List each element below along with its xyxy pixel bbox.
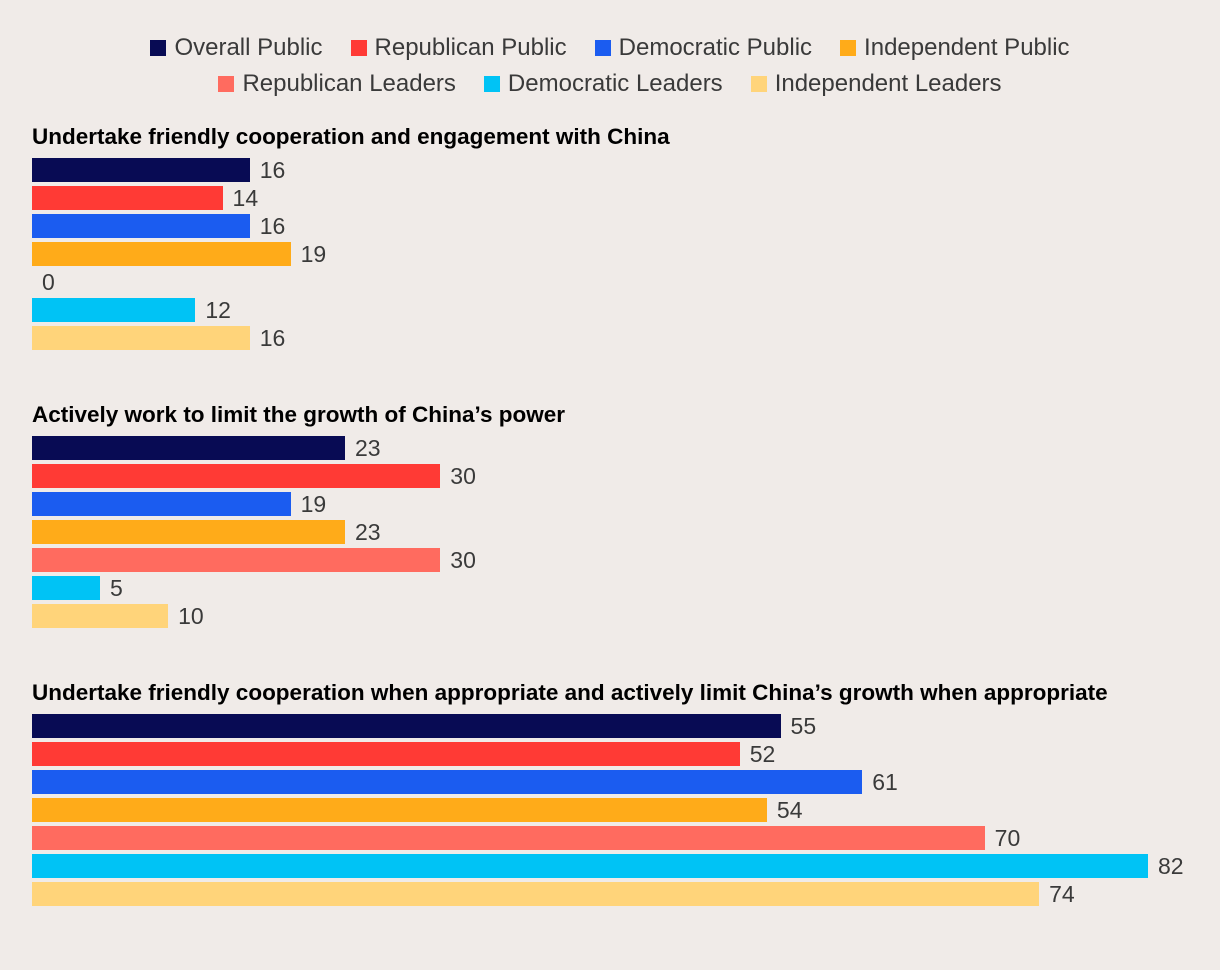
legend-item-republican-leaders: Republican Leaders <box>218 70 456 98</box>
data-label-independent-public: 54 <box>776 797 803 823</box>
bar-democratic-public <box>32 214 250 238</box>
legend-swatch-democratic-leaders <box>483 76 500 92</box>
legend-label-democratic-public: Democratic Public <box>618 34 813 61</box>
bar-democratic-leaders <box>32 854 1148 878</box>
panel-friendly-cooperation: Undertake friendly cooperation and engag… <box>32 122 1202 352</box>
bar-row-republican-public: 52 <box>32 740 1202 768</box>
data-label-democratic-leaders: 82 <box>1158 853 1184 879</box>
bar-republican-public <box>32 186 223 210</box>
legend-item-democratic-leaders: Democratic Leaders <box>483 70 723 98</box>
data-label-independent-public: 23 <box>355 519 381 545</box>
bar-row-democratic-leaders: 5 <box>32 574 1202 602</box>
bar-row-democratic-public: 19 <box>32 490 1202 518</box>
legend-swatch-overall-public <box>150 40 167 56</box>
bar-independent-leaders <box>32 604 169 628</box>
data-label-democratic-leaders: 5 <box>110 575 123 601</box>
bar-republican-public <box>32 742 740 766</box>
data-label-overall-public: 55 <box>790 713 817 739</box>
data-label-republican-public: 30 <box>450 463 476 489</box>
bar-row-independent-public: 54 <box>32 796 1202 824</box>
bar-row-independent-leaders: 74 <box>32 880 1202 908</box>
data-label-independent-leaders: 74 <box>1049 881 1075 907</box>
legend-label-overall-public: Overall Public <box>174 34 323 61</box>
bar-row-republican-public: 30 <box>32 462 1202 490</box>
data-label-independent-leaders: 10 <box>178 603 204 629</box>
bar-row-democratic-leaders: 82 <box>32 852 1202 880</box>
data-label-republican-public: 14 <box>232 185 259 211</box>
bar-row-democratic-public: 16 <box>32 212 1202 240</box>
data-label-democratic-public: 19 <box>300 491 327 517</box>
data-label-democratic-public: 16 <box>259 213 286 239</box>
bar-row-democratic-public: 61 <box>32 768 1202 796</box>
legend-swatch-republican-public <box>350 40 367 56</box>
bar-democratic-leaders <box>32 298 196 322</box>
data-label-overall-public: 23 <box>355 435 381 461</box>
bar-group: 55 52 61 54 70 82 74 <box>32 712 1202 908</box>
bar-row-overall-public: 55 <box>32 712 1202 740</box>
bar-overall-public <box>32 714 781 738</box>
bar-row-republican-leaders: 30 <box>32 546 1202 574</box>
bar-independent-leaders <box>32 882 1040 906</box>
bar-row-independent-leaders: 10 <box>32 602 1202 630</box>
bar-row-republican-public: 14 <box>32 184 1202 212</box>
legend-item-republican-public: Republican Public <box>350 34 567 62</box>
legend: Overall Public Republican Public Democra… <box>0 30 1220 102</box>
legend-label-republican-public: Republican Public <box>374 34 567 61</box>
bar-row-overall-public: 16 <box>32 156 1202 184</box>
legend-label-independent-public: Independent Public <box>864 34 1070 61</box>
legend-label-independent-leaders: Independent Leaders <box>774 70 1002 97</box>
bar-row-overall-public: 23 <box>32 434 1202 462</box>
bar-overall-public <box>32 436 346 460</box>
bar-independent-leaders <box>32 326 250 350</box>
bar-row-republican-leaders: 70 <box>32 824 1202 852</box>
panel-title: Actively work to limit the growth of Chi… <box>32 402 565 427</box>
bar-republican-public <box>32 464 441 488</box>
bar-democratic-public <box>32 492 291 516</box>
data-label-independent-leaders: 16 <box>259 325 286 351</box>
panel-title: Undertake friendly cooperation when appr… <box>32 680 1108 705</box>
bar-row-independent-public: 19 <box>32 240 1202 268</box>
bar-row-independent-leaders: 16 <box>32 324 1202 352</box>
legend-swatch-republican-leaders <box>218 76 235 92</box>
data-label-democratic-leaders: 12 <box>205 297 231 323</box>
data-label-democratic-public: 61 <box>872 769 898 795</box>
legend-item-independent-leaders: Independent Leaders <box>750 70 1002 98</box>
bar-independent-public <box>32 798 767 822</box>
legend-swatch-independent-public <box>840 40 857 56</box>
panel-title: Undertake friendly cooperation and engag… <box>32 124 670 149</box>
legend-row-1: Overall Public Republican Public Democra… <box>0 30 1220 66</box>
bar-republican-leaders <box>32 826 985 850</box>
bar-row-republican-leaders: 0 <box>32 268 1202 296</box>
panel-limit-growth: Actively work to limit the growth of Chi… <box>32 400 1202 630</box>
legend-swatch-democratic-public <box>594 40 611 56</box>
legend-row-2: Republican Leaders Democratic Leaders In… <box>0 66 1220 102</box>
legend-item-democratic-public: Democratic Public <box>594 34 813 62</box>
bar-independent-public <box>32 242 291 266</box>
bar-row-independent-public: 23 <box>32 518 1202 546</box>
bar-row-democratic-leaders: 12 <box>32 296 1202 324</box>
data-label-overall-public: 16 <box>259 157 286 183</box>
bar-overall-public <box>32 158 250 182</box>
data-label-republican-leaders: 0 <box>42 269 55 295</box>
bar-independent-public <box>32 520 346 544</box>
bar-democratic-public <box>32 770 863 794</box>
bar-group: 23 30 19 23 30 5 10 <box>32 434 1202 630</box>
legend-item-independent-public: Independent Public <box>840 34 1070 62</box>
data-label-republican-public: 52 <box>749 741 776 767</box>
data-label-republican-leaders: 30 <box>450 547 476 573</box>
panel-cooperate-and-limit: Undertake friendly cooperation when appr… <box>32 678 1202 908</box>
data-label-independent-public: 19 <box>300 241 327 267</box>
bar-republican-leaders <box>32 548 441 572</box>
data-label-republican-leaders: 70 <box>994 825 1021 851</box>
legend-label-republican-leaders: Republican Leaders <box>242 70 456 97</box>
legend-item-overall-public: Overall Public <box>150 34 323 62</box>
bar-group: 16 14 16 19 0 12 16 <box>32 156 1202 352</box>
legend-label-democratic-leaders: Democratic Leaders <box>507 70 723 97</box>
legend-swatch-independent-leaders <box>750 76 767 92</box>
bar-democratic-leaders <box>32 576 101 600</box>
